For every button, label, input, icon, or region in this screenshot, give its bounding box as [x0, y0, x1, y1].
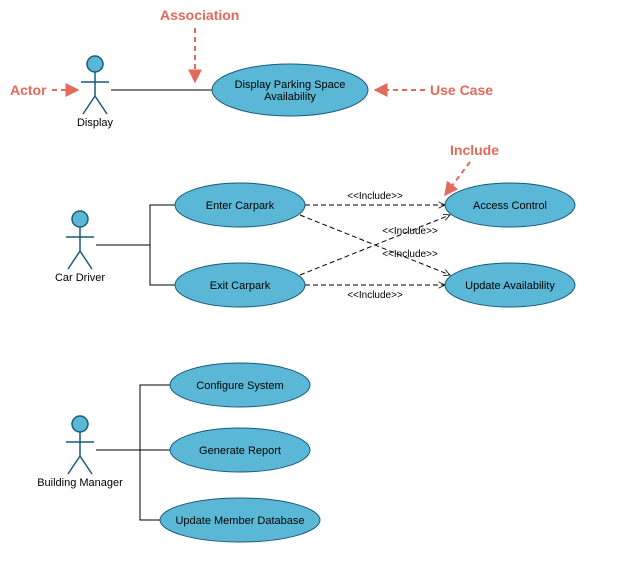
usecase-uc_report: Generate Report	[170, 428, 310, 472]
association	[96, 385, 170, 450]
usecase-label: Enter Carpark	[206, 200, 275, 212]
annotation-label: Use Case	[430, 82, 493, 98]
association	[96, 205, 175, 245]
actor-label: Car Driver	[55, 272, 105, 284]
usecase-uc_update: Update Availability	[445, 263, 575, 307]
annotation-label: Association	[160, 7, 239, 23]
usecase-uc_member: Update Member Database	[160, 498, 320, 542]
usecase-label: Display Parking Space	[235, 79, 346, 91]
use-case-diagram: <<Include>> <<Include>> <<Include>> <<Inclu…	[0, 0, 641, 567]
usecase-label: Exit Carpark	[210, 280, 271, 292]
usecase-uc_enter: Enter Carpark	[175, 183, 305, 227]
usecase-uc_exit: Exit Carpark	[175, 263, 305, 307]
include-label: <<Include>>	[347, 191, 403, 202]
usecase-uc_config: Configure System	[170, 363, 310, 407]
usecase-label: Update Availability	[465, 280, 555, 292]
usecase-label: Availability	[264, 91, 316, 103]
usecase-label: Generate Report	[199, 445, 281, 457]
usecase-label: Access Control	[473, 200, 547, 212]
usecase-label: Update Member Database	[175, 515, 304, 527]
annotation-label: Actor	[10, 82, 47, 98]
annotation-label: Include	[450, 142, 499, 158]
actor-label: Building Manager	[37, 477, 123, 489]
usecase-uc_access: Access Control	[445, 183, 575, 227]
actor-manager: Building Manager	[37, 416, 123, 489]
association	[96, 245, 175, 285]
actor-driver: Car Driver	[55, 211, 105, 284]
include-label: <<Include>>	[347, 290, 403, 301]
usecase-label: Configure System	[196, 380, 283, 392]
actor-display: Display	[77, 56, 114, 129]
usecase-uc_display_avail: Display Parking SpaceAvailability	[212, 64, 368, 116]
include-label: <<Include>>	[382, 226, 438, 237]
include-label: <<Include>>	[382, 249, 438, 260]
actor-label: Display	[77, 117, 114, 129]
